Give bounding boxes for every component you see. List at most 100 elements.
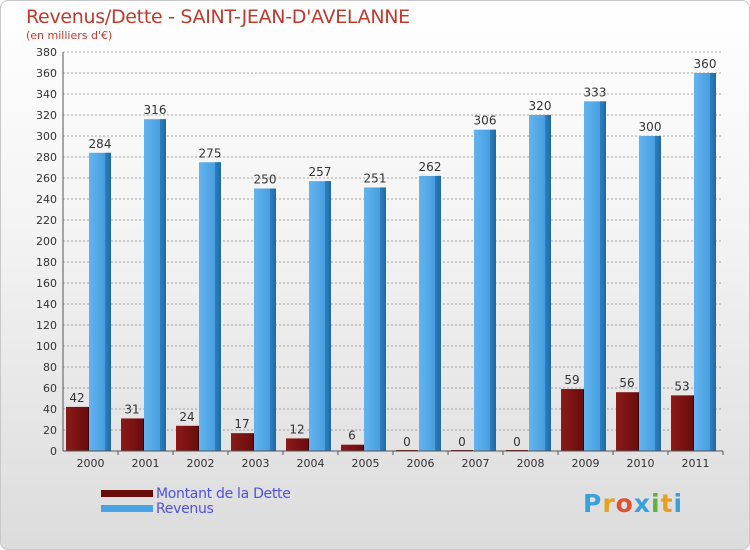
bar-revenue-side (655, 136, 661, 451)
y-tick-label: 380 (36, 46, 57, 59)
bar-revenue-side (270, 188, 276, 451)
data-label-revenue: 320 (529, 99, 552, 113)
bar-debt (671, 395, 693, 451)
data-label-debt: 53 (674, 379, 689, 393)
x-tick-label: 2006 (407, 457, 435, 470)
legend-swatch-revenue (101, 505, 153, 512)
bar-revenue-side (600, 101, 606, 451)
bar-debt (176, 425, 198, 451)
x-tick-label: 2010 (627, 457, 655, 470)
bar-debt (341, 444, 363, 451)
y-tick-label: 200 (36, 235, 57, 248)
data-label-debt: 6 (348, 429, 356, 443)
bar-revenue-side (545, 115, 551, 451)
y-tick-label: 120 (36, 319, 57, 332)
y-tick-label: 300 (36, 130, 57, 143)
legend-label-debt: Montant de la Dette (156, 486, 291, 502)
logo-letter: r (602, 489, 616, 518)
logo-letter: t (660, 489, 674, 518)
data-label-debt: 42 (69, 391, 84, 405)
bar-revenue-side (160, 119, 166, 451)
y-tick-label: 320 (36, 109, 57, 122)
data-label-debt: 12 (289, 422, 304, 436)
y-tick-label: 180 (36, 256, 57, 269)
bar-debt-side (583, 389, 584, 451)
legend-swatch-debt (101, 490, 153, 497)
bar-revenue-side (710, 73, 716, 451)
bar-debt (561, 389, 583, 451)
data-label-revenue: 333 (584, 85, 607, 99)
y-tick-label: 220 (36, 214, 57, 227)
y-tick-label: 0 (50, 445, 57, 458)
y-tick-label: 340 (36, 88, 57, 101)
bar-debt (121, 418, 143, 451)
data-label-debt: 31 (124, 402, 139, 416)
chart-subtitle: (en milliers d'€) (26, 29, 113, 42)
y-tick-label: 240 (36, 193, 57, 206)
y-tick-label: 160 (36, 277, 57, 290)
x-tick-label: 2008 (517, 457, 545, 470)
data-label-revenue: 257 (309, 165, 332, 179)
bar-debt-side (693, 395, 694, 451)
data-label-debt: 0 (403, 435, 411, 449)
bar-debt-side (253, 433, 254, 451)
data-label-revenue: 250 (254, 173, 277, 187)
bar-debt-side (88, 406, 89, 451)
y-tick-label: 100 (36, 340, 57, 353)
data-label-debt: 59 (564, 373, 579, 387)
data-label-revenue: 306 (474, 114, 497, 128)
data-label-revenue: 284 (89, 137, 112, 151)
bar-debt-side (143, 418, 144, 451)
x-tick-label: 2007 (462, 457, 490, 470)
legend-label-revenue: Revenus (156, 501, 214, 517)
data-label-revenue: 275 (199, 146, 222, 160)
logo-letter: o (615, 489, 634, 518)
bar-revenue-side (325, 181, 331, 451)
y-tick-label: 360 (36, 67, 57, 80)
x-tick-label: 2000 (77, 457, 105, 470)
data-label-revenue: 251 (364, 171, 387, 185)
bar-debt (231, 433, 253, 451)
data-label-debt: 24 (179, 410, 194, 424)
x-tick-label: 2002 (187, 457, 215, 470)
bar-debt-side (638, 392, 639, 451)
data-label-debt: 0 (513, 435, 521, 449)
x-tick-label: 2003 (242, 457, 270, 470)
x-tick-label: 2005 (352, 457, 380, 470)
chart-title: Revenus/Dette - SAINT-JEAN-D'AVELANNE (26, 6, 410, 28)
bar-revenue-side (215, 162, 221, 451)
y-tick-label: 260 (36, 172, 57, 185)
y-tick-label: 40 (43, 403, 57, 416)
proxiti-logo: Proxiti (583, 489, 683, 518)
data-label-debt: 0 (458, 435, 466, 449)
bar-revenue-side (435, 175, 441, 451)
x-tick-label: 2009 (572, 457, 600, 470)
bar-debt-side (198, 425, 199, 451)
bar-revenue-side (490, 129, 496, 451)
data-label-debt: 17 (234, 417, 249, 431)
x-tick-label: 2011 (682, 457, 710, 470)
logo-letter: i (673, 489, 684, 518)
x-tick-label: 2001 (132, 457, 160, 470)
y-tick-label: 60 (43, 382, 57, 395)
bar-revenue-side (380, 187, 386, 451)
data-label-revenue: 262 (419, 160, 442, 174)
data-label-debt: 56 (619, 376, 634, 390)
logo-letter: P (583, 489, 603, 518)
data-label-revenue: 300 (639, 120, 662, 134)
y-tick-label: 140 (36, 298, 57, 311)
logo-letter: x (633, 489, 651, 518)
bar-debt-side (363, 444, 364, 451)
y-tick-label: 20 (43, 424, 57, 437)
logo-letter: i (651, 489, 661, 518)
x-tick-label: 2004 (297, 457, 325, 470)
bar-debt (66, 406, 88, 451)
y-tick-label: 80 (43, 361, 57, 374)
bar-revenue-side (105, 152, 111, 452)
y-tick-label: 280 (36, 151, 57, 164)
data-label-revenue: 360 (694, 57, 717, 71)
bar-debt-side (308, 438, 309, 451)
data-label-revenue: 316 (144, 103, 167, 117)
